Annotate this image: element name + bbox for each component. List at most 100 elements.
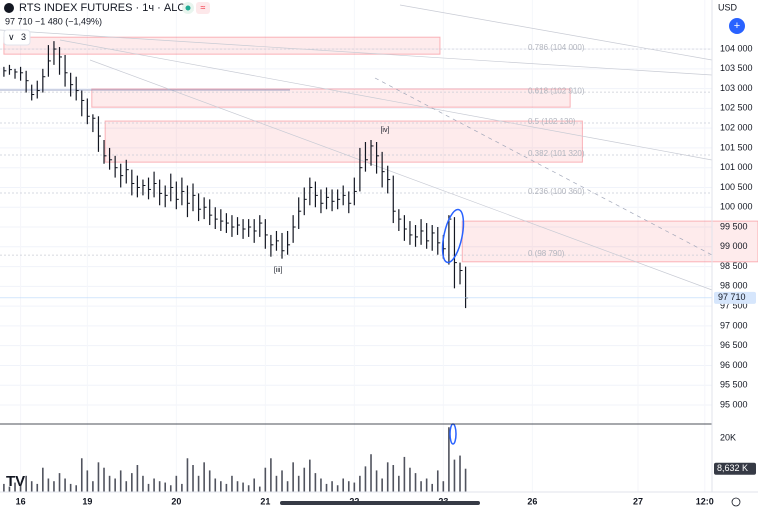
status-badge[interactable] <box>196 2 210 14</box>
zone <box>3 36 441 55</box>
data-layer: 104 000 103 500 103 000 102 500 102 000 101 5… <box>0 41 756 506</box>
volume-bar <box>464 468 467 492</box>
volume-bar <box>436 470 439 492</box>
volume-bar <box>3 483 5 492</box>
y-tick-label: 97 500 <box>720 300 748 310</box>
x-tick-label: 19 <box>82 496 92 506</box>
volume-bar <box>69 483 72 492</box>
volume-bar <box>459 455 461 492</box>
volume-bar <box>270 458 272 492</box>
y-tick-label: 103 500 <box>720 63 753 73</box>
volume-bar <box>225 483 228 492</box>
last-price: 97 710 <box>5 16 33 26</box>
indicator-toggle[interactable] <box>3 29 31 46</box>
volume-bar <box>386 462 389 492</box>
volume-bar <box>19 485 22 492</box>
volume-bar <box>119 470 122 492</box>
volume-bar <box>342 478 345 492</box>
volume-bar <box>186 458 189 492</box>
volume-bar <box>409 467 411 492</box>
volume-bar <box>347 481 350 492</box>
scrollbar[interactable] <box>280 501 480 505</box>
volume-bar <box>420 481 422 492</box>
volume-bar <box>309 459 311 492</box>
highlight-ellipse <box>449 423 457 445</box>
volume-tick-label: 20K <box>720 432 736 442</box>
volume-bar <box>169 485 172 492</box>
y-tick-label: 104 000 <box>720 43 753 53</box>
volume-bar <box>258 486 261 492</box>
volume-bar <box>153 478 155 492</box>
volume-bar <box>398 475 400 492</box>
volume-bar <box>442 481 445 492</box>
indicator-count: 3 <box>21 32 26 42</box>
volume-bar <box>103 467 105 492</box>
volume-bar <box>364 466 367 492</box>
add-button[interactable] <box>729 18 745 34</box>
volume-bar <box>142 475 144 492</box>
y-tick-label: 99 000 <box>720 241 748 251</box>
volume-bar <box>164 482 167 492</box>
volume-bar <box>297 475 300 492</box>
volume-bar <box>147 483 150 492</box>
volume-bar <box>303 467 306 492</box>
volume-bar <box>14 482 16 492</box>
last-volume-tag <box>714 462 756 475</box>
volume-bar <box>431 483 434 492</box>
last-price-tag-label: 97 710 <box>718 292 746 302</box>
volume-bar <box>381 478 383 492</box>
add-button-icon: + <box>734 20 740 32</box>
logo: TV <box>6 473 25 490</box>
volume-bar <box>181 483 183 492</box>
toggle-chevron: ∨ <box>8 32 15 42</box>
x-tick-label: 20 <box>171 496 181 506</box>
x-tick-label: 12:0 <box>696 496 714 506</box>
y-tick-label: 95 500 <box>720 380 748 390</box>
y-tick-label: 98 500 <box>720 261 748 271</box>
volume-bar <box>453 459 456 492</box>
zone <box>461 220 758 263</box>
settings-button[interactable] <box>731 497 741 507</box>
volume-bar <box>286 481 289 492</box>
volume-bar <box>370 454 372 492</box>
volume-bar <box>214 478 217 492</box>
volume-bar <box>320 478 322 492</box>
y-tick-label: 96 500 <box>720 340 748 350</box>
fib-label: 0.382 (101 320) <box>528 149 585 158</box>
symbol-title: RTS INDEX FUTURES · 1ч · ALOR <box>19 2 194 14</box>
volume-bar <box>375 470 378 492</box>
volume-bar <box>448 427 450 492</box>
volume-bar <box>197 475 200 492</box>
volume-bar <box>231 475 233 492</box>
volume-bar <box>175 475 178 492</box>
volume-bar <box>253 478 256 492</box>
volume-bar <box>97 462 100 492</box>
currency[interactable]: USD <box>718 2 738 12</box>
last-volume-tag-label: 8,632 K <box>717 463 748 473</box>
volume-bar <box>236 481 239 492</box>
trend-line <box>399 4 713 61</box>
volume-bar <box>414 473 417 492</box>
fib-label: 0.618 (102 910) <box>528 86 585 95</box>
volume-bar <box>192 465 194 492</box>
fib-label: 0.236 (100 360) <box>528 187 585 196</box>
trend-lines <box>0 4 713 291</box>
volume-bar <box>403 456 406 492</box>
last-price-tag <box>714 291 756 304</box>
volume-bar <box>53 481 55 492</box>
volume-bar <box>75 485 78 492</box>
volume-bar <box>425 478 428 492</box>
volume-bar <box>292 462 294 492</box>
volume-bar <box>58 473 61 492</box>
y-tick-label: 98 000 <box>720 281 748 291</box>
volume-bar <box>331 481 333 492</box>
volume-bar <box>114 478 116 492</box>
y-tick-label: 100 000 <box>720 202 753 212</box>
fib-label: 0.786 (104 000) <box>528 43 585 52</box>
volume-bar <box>359 475 361 492</box>
price-change: −1 480 (−1,49%) <box>35 16 102 26</box>
x-tick-label: 16 <box>16 496 26 506</box>
volume-bar <box>8 486 11 492</box>
volume-bar <box>92 481 94 492</box>
wave-label: [iv] <box>380 127 389 134</box>
